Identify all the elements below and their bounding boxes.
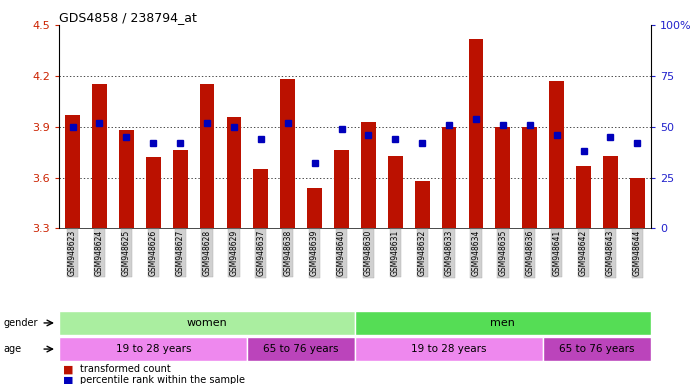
Text: GSM948623: GSM948623 [68,230,77,276]
Bar [630,177,644,228]
Bar [496,127,510,228]
Bar [92,84,107,228]
Bar [227,117,242,228]
Text: men: men [491,318,515,328]
Text: age: age [3,344,22,354]
Text: GSM948639: GSM948639 [310,230,319,276]
Text: women: women [187,318,228,328]
Text: GSM948638: GSM948638 [283,230,292,276]
Text: 65 to 76 years: 65 to 76 years [559,344,635,354]
Bar [119,130,134,228]
Text: percentile rank within the sample: percentile rank within the sample [80,375,245,384]
Text: GSM948627: GSM948627 [175,230,184,276]
Bar [173,151,187,228]
Bar [307,188,322,228]
Text: GSM948628: GSM948628 [203,230,212,276]
Text: GSM948635: GSM948635 [498,230,507,276]
Bar [253,169,268,228]
Bar [355,337,543,361]
Bar [543,337,651,361]
Text: 19 to 28 years: 19 to 28 years [411,344,487,354]
Bar [59,311,355,335]
Text: GSM948644: GSM948644 [633,230,642,276]
Bar [523,127,537,228]
Bar [361,122,376,228]
Bar [603,156,618,228]
Text: GSM948624: GSM948624 [95,230,104,276]
Text: GSM948637: GSM948637 [256,230,265,276]
Bar [355,311,651,335]
Bar [59,337,247,361]
Text: 19 to 28 years: 19 to 28 years [116,344,191,354]
Text: GDS4858 / 238794_at: GDS4858 / 238794_at [59,11,197,24]
Text: GSM948631: GSM948631 [390,230,400,276]
Text: GSM948636: GSM948636 [525,230,535,276]
Text: 65 to 76 years: 65 to 76 years [263,344,339,354]
Text: GSM948625: GSM948625 [122,230,131,276]
Text: GSM948630: GSM948630 [364,230,373,276]
Text: GSM948641: GSM948641 [552,230,561,276]
Bar [415,181,429,228]
Text: GSM948640: GSM948640 [337,230,346,276]
Text: GSM948633: GSM948633 [445,230,454,276]
Bar [388,156,403,228]
Text: ■: ■ [63,375,73,384]
Text: GSM948642: GSM948642 [579,230,588,276]
Bar [549,81,564,228]
Text: transformed count: transformed count [80,364,171,374]
Bar [146,157,161,228]
Bar [334,151,349,228]
Text: GSM948634: GSM948634 [471,230,480,276]
Text: GSM948632: GSM948632 [418,230,427,276]
Bar [576,166,591,228]
Text: GSM948629: GSM948629 [230,230,239,276]
Bar [280,79,295,228]
Bar [247,337,355,361]
Text: GSM948643: GSM948643 [606,230,615,276]
Bar [200,84,214,228]
Bar [65,115,80,228]
Text: GSM948626: GSM948626 [149,230,158,276]
Bar [468,38,483,228]
Bar [442,127,457,228]
Text: ■: ■ [63,364,73,374]
Text: gender: gender [3,318,38,328]
